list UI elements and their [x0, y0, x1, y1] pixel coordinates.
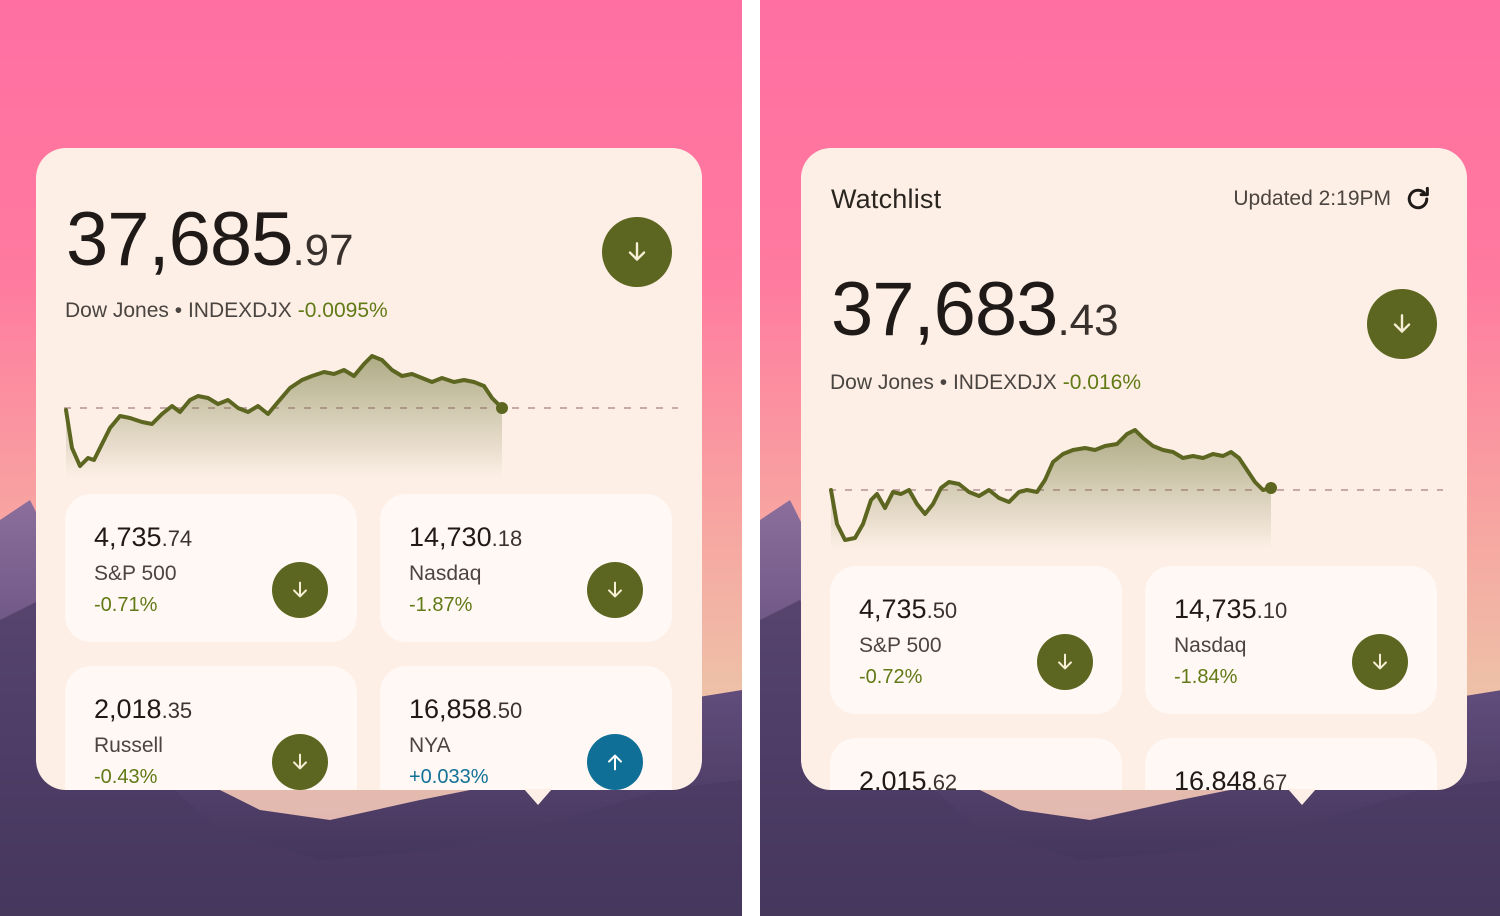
- current-point: [496, 402, 508, 414]
- dow-sparkline: [829, 428, 1443, 550]
- mountain-wallpaper: [0, 500, 742, 916]
- tile-name: S&P 500: [859, 634, 942, 657]
- dow-subtitle: Dow Jones • INDEXDJX -0.0095%: [65, 299, 388, 323]
- separator-dot: •: [174, 299, 183, 322]
- tile-sp500[interactable]: 4,735.74 S&P 500 -0.71%: [65, 494, 357, 642]
- dow-change: -0.0095%: [297, 299, 388, 322]
- tile-change: -1.87%: [409, 594, 473, 616]
- panel-divider: [742, 0, 760, 916]
- tile-nasdaq[interactable]: 14,730.18 Nasdaq -1.87%: [380, 494, 672, 642]
- trend-button[interactable]: [1352, 634, 1408, 690]
- tile-change: -0.43%: [94, 766, 158, 788]
- right-phone-screen: Watchlist Updated 2:19PM 37,683.43 Dow J…: [760, 0, 1500, 916]
- arrow-down-icon: [293, 753, 307, 770]
- arrow-down-icon: [1058, 653, 1072, 670]
- dow-subtitle: Dow Jones • INDEXDJX -0.016%: [830, 371, 1141, 395]
- tile-name: Russell: [94, 734, 163, 757]
- tile-name: S&P 500: [94, 562, 177, 585]
- tile-sp500[interactable]: 4,735.50 S&P 500 -0.72%: [830, 566, 1122, 714]
- index-name: Dow Jones: [65, 299, 169, 322]
- tile-russell[interactable]: 2,018.35 Russell -0.43%: [65, 666, 357, 790]
- arrow-up-icon: [608, 754, 622, 771]
- market-widget-card[interactable]: 37,685.97 Dow Jones • INDEXDJX -0.0095% 4…: [36, 148, 702, 790]
- arrow-down-icon: [1393, 314, 1411, 333]
- arrow-down-icon: [293, 581, 307, 598]
- tile-name: Nasdaq: [409, 562, 482, 585]
- ticker-symbol: INDEXDJX: [187, 299, 292, 322]
- ticker-symbol: INDEXDJX: [952, 371, 1057, 394]
- watchlist-widget-card[interactable]: Watchlist Updated 2:19PM 37,683.43 Dow J…: [801, 148, 1467, 790]
- arrow-down-icon: [628, 242, 646, 261]
- mountain-wallpaper: [760, 500, 1500, 916]
- tile-name: NYA: [409, 734, 451, 757]
- arrow-down-icon: [608, 581, 622, 598]
- widget-title: Watchlist: [831, 183, 942, 214]
- dow-trend-button[interactable]: [602, 217, 672, 287]
- current-point: [1265, 482, 1277, 494]
- tile-change: -1.84%: [1174, 666, 1238, 688]
- tile-change: -0.71%: [94, 594, 158, 616]
- tile-name: Nasdaq: [1174, 634, 1247, 657]
- separator-dot: •: [939, 371, 948, 394]
- tile-nya[interactable]: 16,858.50 NYA +0.033%: [380, 666, 672, 790]
- dow-trend-button[interactable]: [1367, 289, 1437, 359]
- tile-change: -0.72%: [859, 666, 923, 688]
- trend-button[interactable]: [272, 562, 328, 618]
- tile-nya[interactable]: 16,848.67: [1145, 738, 1437, 790]
- arrow-down-icon: [1373, 653, 1387, 670]
- tile-russell[interactable]: 2,015.62: [830, 738, 1122, 790]
- trend-button[interactable]: [587, 734, 643, 790]
- dow-price: 37,683.43: [831, 267, 1119, 352]
- update-status: Updated 2:19PM: [1233, 184, 1433, 214]
- left-phone-screen: 37,685.97 Dow Jones • INDEXDJX -0.0095% 4…: [0, 0, 742, 916]
- trend-button[interactable]: [587, 562, 643, 618]
- updated-time: Updated 2:19PM: [1233, 187, 1391, 210]
- index-name: Dow Jones: [830, 371, 934, 394]
- dow-change: -0.016%: [1062, 371, 1142, 394]
- tile-nasdaq[interactable]: 14,735.10 Nasdaq -1.84%: [1145, 566, 1437, 714]
- dow-price: 37,685.97: [66, 197, 354, 282]
- dow-sparkline: [64, 354, 678, 478]
- trend-button[interactable]: [272, 734, 328, 790]
- widget-header: Watchlist Updated 2:19PM: [831, 182, 1433, 216]
- trend-button[interactable]: [1037, 634, 1093, 690]
- tile-change: +0.033%: [409, 766, 489, 788]
- refresh-icon[interactable]: [1403, 184, 1433, 214]
